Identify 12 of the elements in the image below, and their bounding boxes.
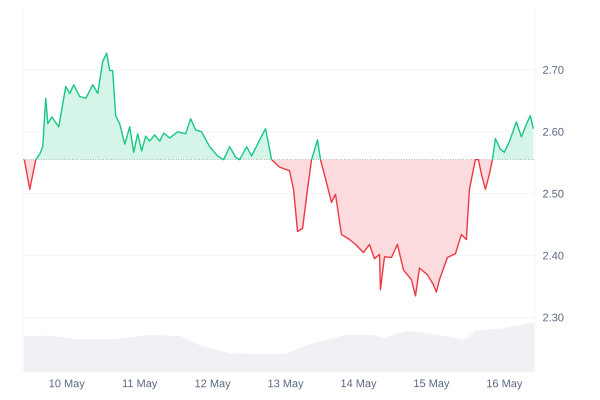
y-tick-label: 2.30 [543, 314, 564, 322]
x-tick-label: 13 May [268, 380, 304, 390]
y-tick-label: 2.40 [543, 252, 564, 260]
y-tick-label: 2.60 [543, 128, 564, 136]
y-tick-label: 2.50 [543, 190, 564, 198]
y-tick-label: 2.70 [543, 66, 564, 74]
x-tick-label: 16 May [487, 380, 522, 390]
x-tick-label: 10 May [50, 380, 85, 390]
x-tick-label: 12 May [195, 380, 231, 390]
x-tick-label: 11 May [122, 380, 158, 390]
x-tick-label: 15 May [414, 380, 450, 390]
x-tick-label: 14 May [341, 380, 377, 390]
